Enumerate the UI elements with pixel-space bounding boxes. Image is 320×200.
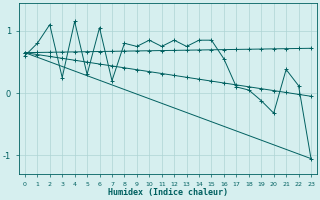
X-axis label: Humidex (Indice chaleur): Humidex (Indice chaleur) xyxy=(108,188,228,197)
